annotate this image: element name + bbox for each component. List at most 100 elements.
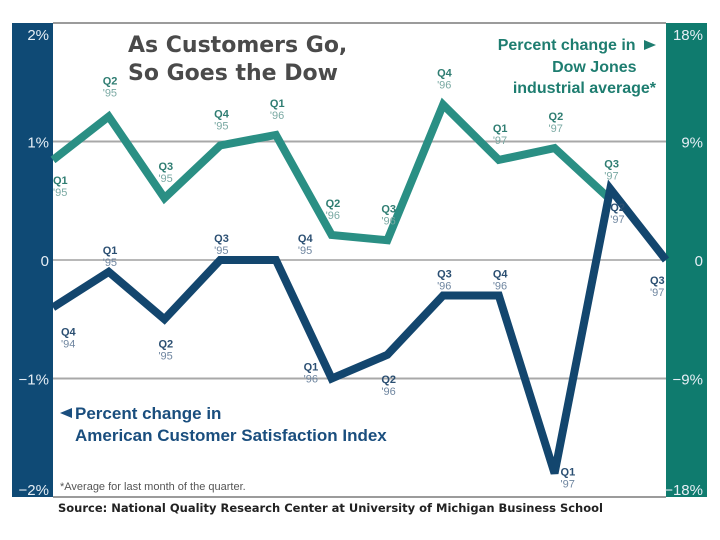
quarter-label: Q3 (214, 233, 229, 245)
year-label: '97 (561, 478, 575, 490)
quarter-label: Q2 (158, 338, 173, 350)
dow-point-label: Q3'96 (381, 203, 396, 227)
right-arrow-icon (644, 40, 656, 50)
acsi-point-label: Q3'97 (650, 275, 665, 299)
year-label: '95 (298, 245, 312, 257)
quarter-label: Q1 (304, 362, 319, 374)
title-line-2: So Goes the Dow (128, 61, 338, 86)
dow-point-label: Q1'95 (53, 175, 68, 199)
year-label: '97 (610, 214, 624, 226)
dow-point-label: Q2'95 (103, 75, 118, 99)
acsi-legend: Percent change in American Customer Sati… (60, 404, 387, 445)
acsi-point-label: Q1'95 (103, 245, 118, 269)
gridlines (53, 140, 666, 380)
year-label: '96 (437, 80, 451, 92)
quarter-label: Q4 (61, 326, 77, 338)
dow-point-label: Q1'97 (493, 123, 508, 147)
quarter-label: Q4 (214, 108, 230, 120)
year-label: '95 (158, 173, 172, 185)
acsi-point-label: Q1'96 (304, 362, 319, 386)
quarter-label: Q1 (53, 175, 68, 187)
year-label: '97 (604, 170, 618, 182)
title-line-1: As Customers Go, (128, 33, 347, 58)
quarter-label: Q3 (437, 269, 452, 281)
year-label: '96 (304, 374, 318, 386)
year-label: '96 (326, 210, 340, 222)
year-label: '97 (650, 287, 664, 299)
quarter-label: Q3 (158, 161, 173, 173)
quarter-label: Q3 (604, 158, 619, 170)
left-arrow-icon (60, 408, 72, 418)
dow-legend-line-2: Dow Jones (552, 59, 637, 76)
dow-point-label: Q3'95 (158, 161, 173, 185)
left-tick-label: 1% (27, 135, 49, 152)
year-label: '96 (381, 215, 395, 227)
year-label: '95 (214, 245, 228, 257)
acsi-point-label: Q4'94 (61, 326, 77, 350)
dow-point-label: Q3'97 (604, 158, 619, 182)
year-label: '96 (270, 110, 284, 122)
right-tick-label: −9% (673, 372, 703, 389)
acsi-point-label: Q2'97 (610, 202, 625, 226)
dow-point-label: Q2'96 (326, 198, 341, 222)
year-label: '95 (103, 87, 117, 99)
dow-legend-line-1: Percent change in (498, 37, 636, 54)
source-note: Source: National Quality Research Center… (58, 501, 603, 515)
left-tick-label: 0 (41, 253, 49, 270)
year-label: '97 (549, 123, 563, 135)
right-tick-label: 9% (681, 135, 703, 152)
acsi-point-label: Q3'95 (214, 233, 229, 257)
quarter-label: Q4 (493, 269, 509, 281)
year-label: '95 (214, 120, 228, 132)
svg-text:Percent change in Americ: Percent change in American Customer Sati… (75, 404, 387, 445)
dow-point-label: Q4'95 (214, 108, 230, 132)
year-label: '96 (381, 386, 395, 398)
dow-point-label: Q1'96 (270, 98, 285, 122)
chart-title: As Customers Go, So Goes the Dow (128, 33, 355, 86)
quarter-label: Q2 (381, 374, 396, 386)
acsi-point-label: Q4'96 (493, 269, 509, 293)
left-tick-label: −2% (19, 482, 49, 499)
year-label: '96 (493, 281, 507, 293)
quarter-label: Q2 (326, 198, 341, 210)
acsi-point-label: Q1'97 (561, 466, 576, 490)
dow-legend: Percent change in Dow Jones industrial a… (498, 37, 657, 97)
acsi-legend-line-1: Percent change in (75, 404, 221, 423)
quarter-label: Q2 (610, 202, 625, 214)
year-label: '97 (493, 135, 507, 147)
right-tick-label: 0 (695, 253, 703, 270)
acsi-series-line (50, 179, 670, 475)
left-axis-ticks: 2% 1% 0 −1% −2% (19, 27, 49, 499)
year-label: '95 (53, 187, 67, 199)
year-label: '96 (437, 281, 451, 293)
dow-point-label: Q2'97 (549, 111, 564, 135)
quarter-label: Q1 (493, 123, 508, 135)
acsi-point-label: Q4'95 (298, 233, 314, 257)
quarter-label: Q1 (561, 466, 576, 478)
dow-point-label: Q4'96 (437, 68, 453, 92)
acsi-legend-line-2: American Customer Satisfaction Index (75, 426, 387, 445)
quarter-label: Q2 (103, 75, 118, 87)
quarter-label: Q4 (298, 233, 314, 245)
year-label: '95 (158, 350, 172, 362)
quarter-label: Q1 (270, 98, 285, 110)
footnote: *Average for last month of the quarter. (60, 481, 246, 493)
right-axis-bar (666, 23, 707, 497)
dow-series-line (50, 97, 613, 245)
right-tick-label: −18% (664, 482, 703, 499)
right-tick-label: 18% (673, 27, 703, 44)
acsi-point-label: Q2'96 (381, 374, 396, 398)
right-axis-ticks: 18% 9% 0 −9% −18% (664, 27, 703, 499)
dow-legend-line-3: industrial average* (513, 80, 657, 97)
svg-text:Percent change in Dow Jo: Percent change in Dow Jones industrial a… (498, 37, 657, 97)
year-label: '95 (103, 257, 117, 269)
acsi-point-label: Q3'96 (437, 269, 452, 293)
quarter-label: Q3 (650, 275, 665, 287)
left-tick-label: 2% (27, 27, 49, 44)
year-label: '94 (61, 338, 75, 350)
quarter-label: Q4 (437, 68, 453, 80)
left-axis-bar (12, 23, 53, 497)
acsi-point-label: Q2'95 (158, 338, 173, 362)
quarter-label: Q2 (549, 111, 564, 123)
